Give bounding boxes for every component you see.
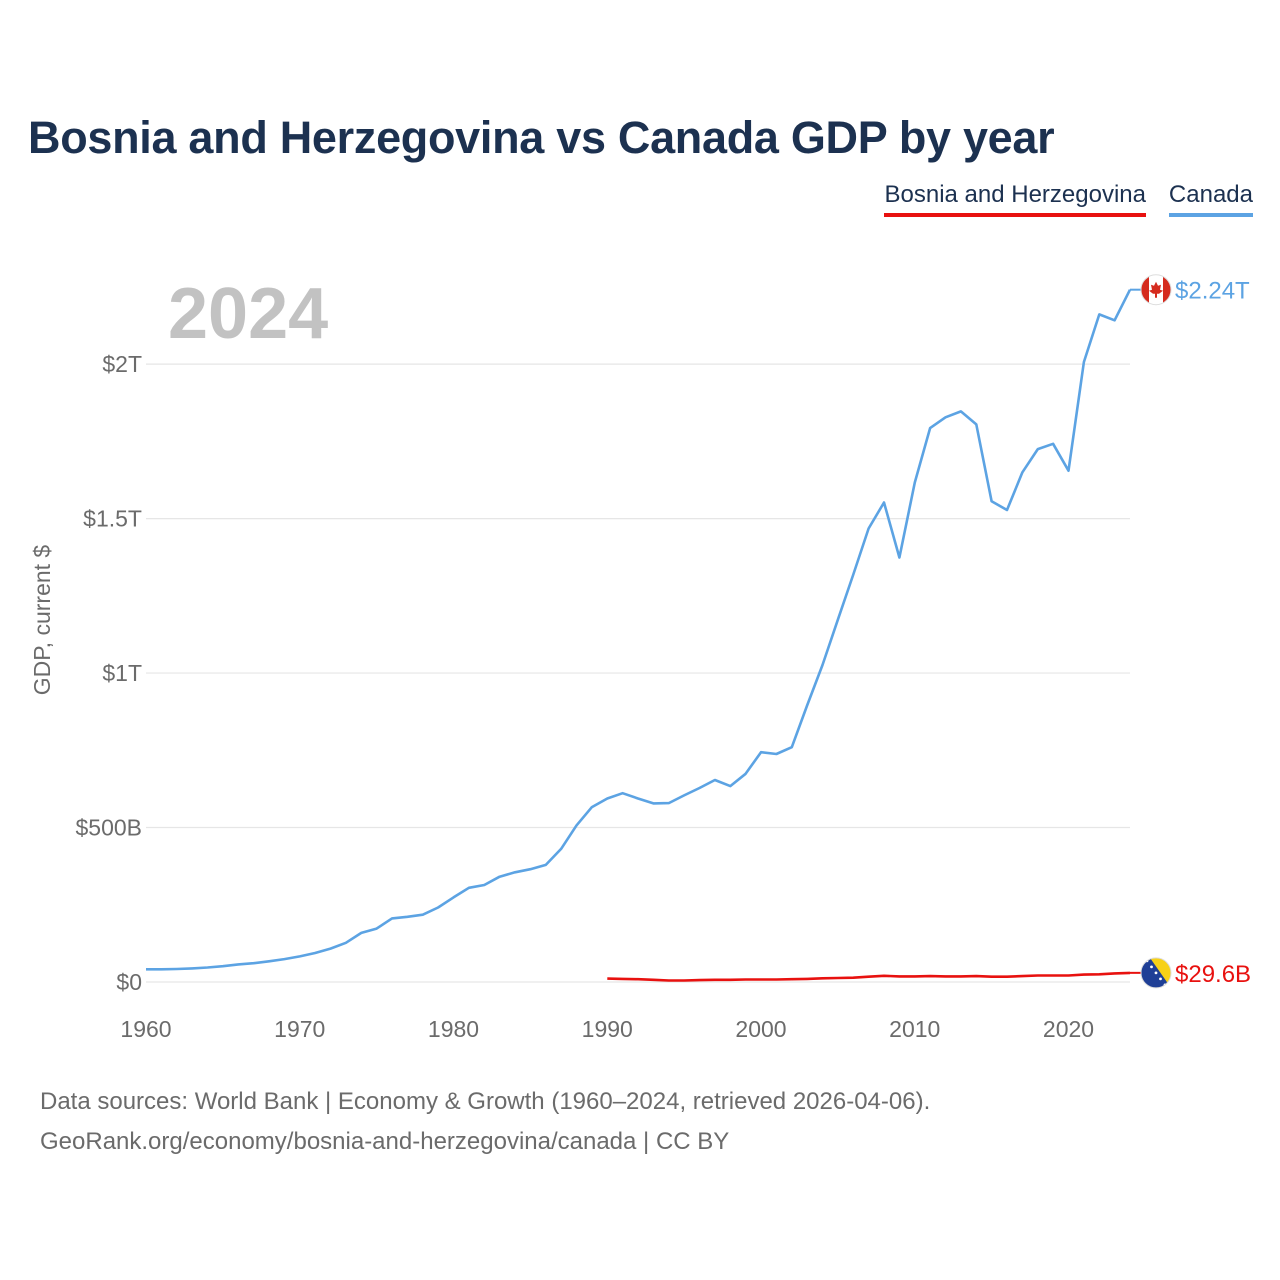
series-line-canada[interactable]: [146, 289, 1132, 971]
x-tick-label: 1980: [428, 1016, 479, 1042]
y-tick-label: $1.5T: [83, 506, 142, 532]
x-tick-label: 2010: [889, 1016, 940, 1042]
end-value-label-bosnia: $29.6B: [1175, 961, 1251, 988]
series-end-markers: $2.24T $29.6B: [1130, 274, 1251, 989]
footer-link[interactable]: GeoRank.org/economy/bosnia-and-herzegovi…: [40, 1128, 730, 1155]
y-tick-label: $500B: [75, 815, 142, 841]
x-tick-label: 1970: [274, 1016, 325, 1042]
series-lines: [146, 289, 1132, 982]
y-tick-label: $0: [116, 969, 142, 995]
x-tick-label: 1990: [582, 1016, 633, 1042]
legend-item-bosnia[interactable]: Bosnia and Herzegovina: [884, 181, 1146, 217]
footer: Data sources: World Bank | Economy & Gro…: [40, 1082, 930, 1162]
x-axis-ticks: 1960 1970 1980 1990 2000 2010 2020: [120, 1016, 1094, 1042]
y-tick-label: $2T: [102, 351, 142, 377]
canada-flag-icon: [1140, 274, 1172, 306]
y-axis-ticks: $0 $500B $1T $1.5T $2T: [75, 351, 142, 995]
x-tick-label: 2020: [1043, 1016, 1094, 1042]
end-value-label-canada: $2.24T: [1175, 278, 1250, 305]
x-tick-label: 2000: [735, 1016, 786, 1042]
y-axis-label: GDP, current $: [29, 545, 55, 696]
series-line-bosnia[interactable]: [607, 971, 1131, 982]
bosnia-flag-icon: [1140, 957, 1172, 989]
legend-item-canada[interactable]: Canada: [1168, 181, 1253, 217]
gdp-line-chart: 2024 $0 $500B $1T $1.5T $2T 1960 1970 1980 1990…: [29, 274, 1251, 1042]
y-tick-label: $1T: [102, 660, 142, 686]
footer-sources: Data sources: World Bank | Economy & Gro…: [40, 1088, 931, 1115]
x-tick-label: 1960: [120, 1016, 171, 1042]
grid-lines: [146, 363, 1130, 983]
chart-title: Bosnia and Herzegovina vs Canada GDP by …: [28, 112, 1055, 163]
year-watermark: 2024: [168, 274, 328, 354]
